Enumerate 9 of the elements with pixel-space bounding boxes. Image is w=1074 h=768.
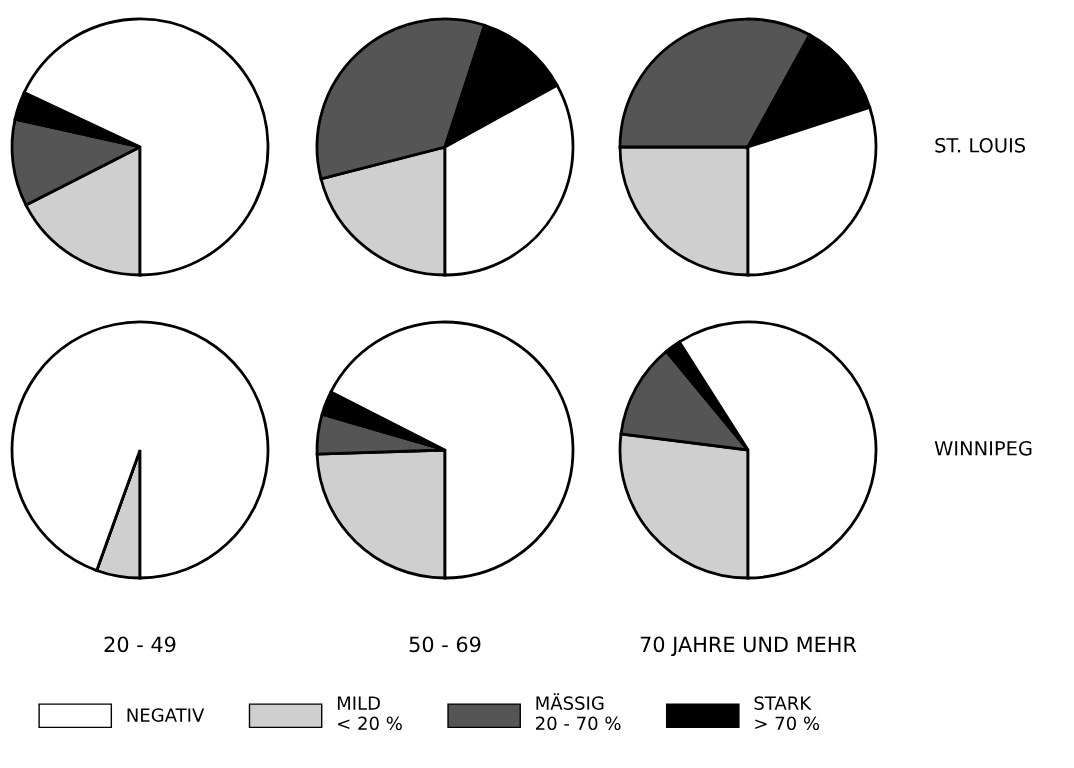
text: WINNIPEG (934, 440, 1032, 456)
legend-label: MILD < 20 % (337, 696, 402, 731)
text: ST. LOUIS (935, 137, 1026, 153)
text: 50 - 69 (409, 636, 481, 653)
legend-label: STARK > 70 % (754, 696, 820, 731)
legend-label: NEGATIV (127, 708, 205, 722)
text: 20 - 49 (104, 636, 176, 653)
legend-label: MÄSSIG 20 - 70 % (536, 693, 621, 731)
text: 70 JAHRE UND MEHR (640, 636, 857, 657)
